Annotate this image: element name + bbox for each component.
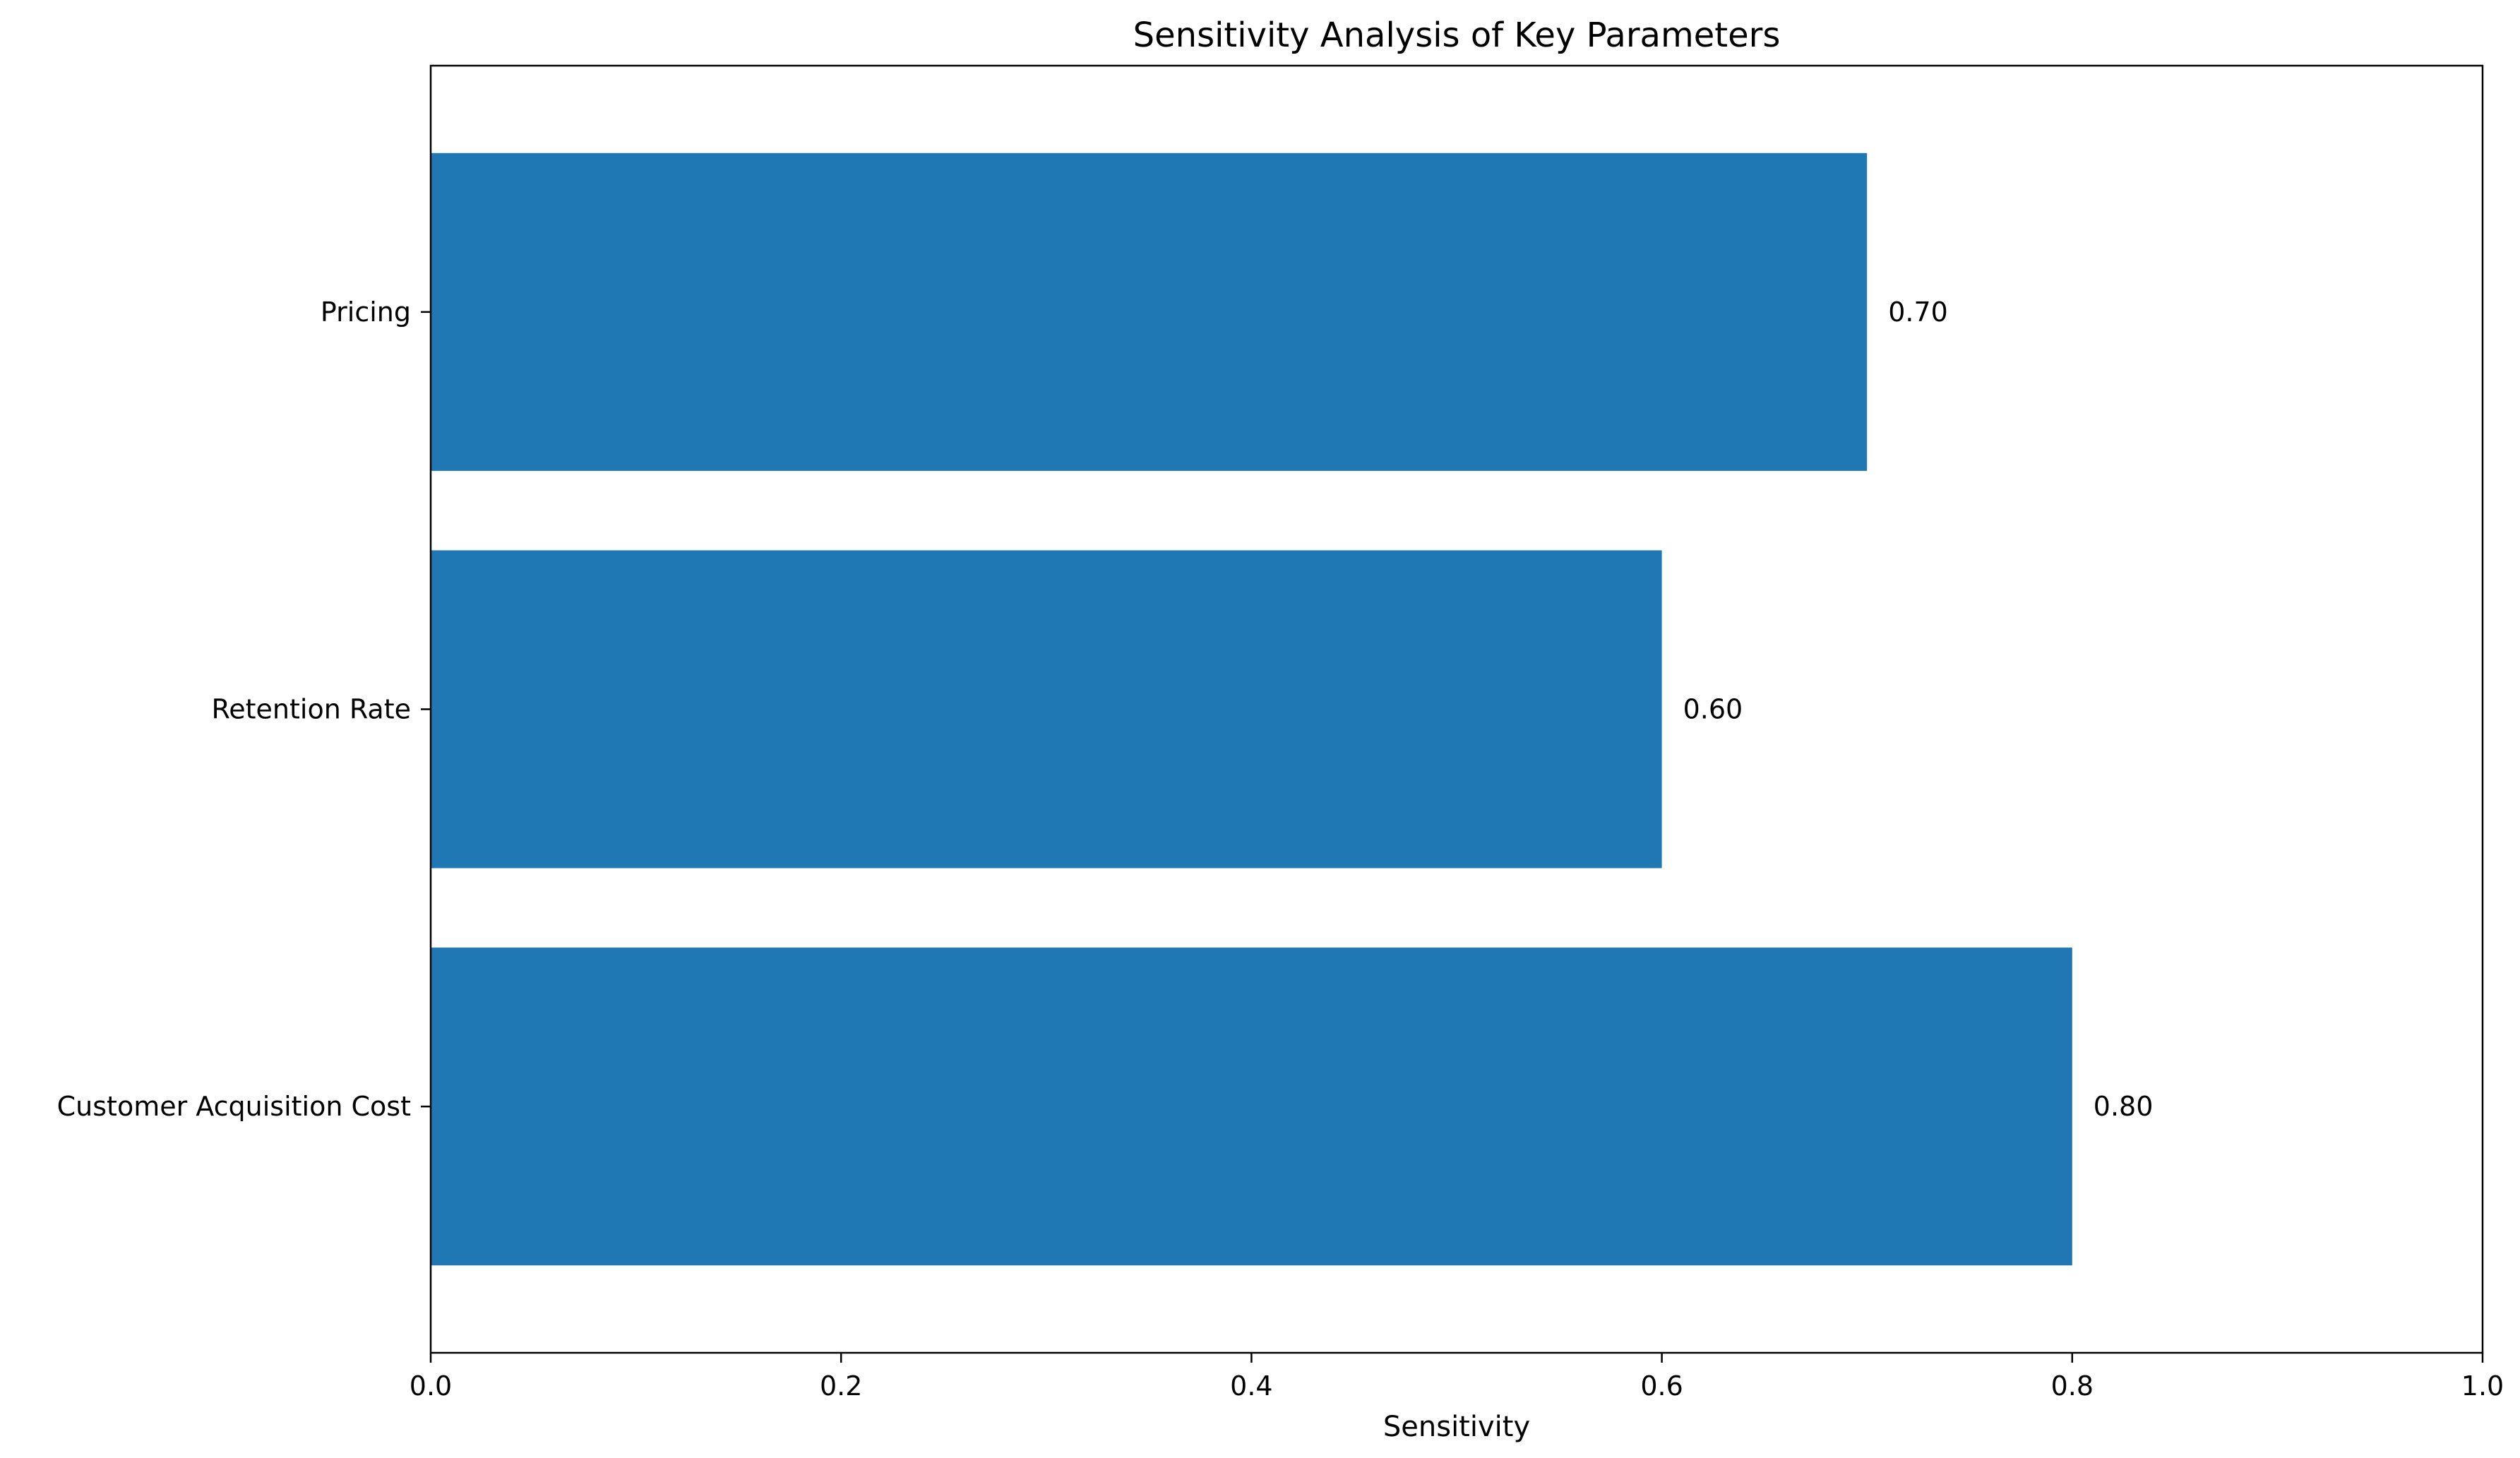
- x-tick-label-2: 0.4: [1230, 1370, 1272, 1402]
- data-label-retention-rate: 0.60: [1683, 694, 1743, 725]
- y-tick-label-retention-rate: Retention Rate: [212, 694, 411, 725]
- bars-layer: 0.80 0.60 0.70: [431, 153, 2154, 1266]
- plot-frame: [429, 64, 2484, 1354]
- x-axis-label: Sensitivity: [1383, 1411, 1530, 1443]
- x-tick-label-0: 0.0: [410, 1370, 452, 1402]
- bar-customer-acquisition-cost: [431, 948, 2072, 1266]
- x-tick-label-5: 1.0: [2461, 1370, 2504, 1402]
- x-tick-label-3: 0.6: [1640, 1370, 1683, 1402]
- x-tick-label-4: 0.8: [2051, 1370, 2094, 1402]
- x-tick-label-1: 0.2: [820, 1370, 862, 1402]
- bar-retention-rate: [431, 550, 1662, 868]
- y-tick-label-pricing: Pricing: [321, 297, 411, 328]
- y-tick-label-customer-acquisition-cost: Customer Acquisition Cost: [57, 1091, 411, 1122]
- chart-title: Sensitivity Analysis of Key Parameters: [1133, 16, 1781, 55]
- ticks-layer: Customer Acquisition Cost Retention Rate P…: [57, 297, 2504, 1402]
- data-label-customer-acquisition-cost: 0.80: [2094, 1091, 2154, 1122]
- data-label-pricing: 0.70: [1888, 297, 1948, 328]
- bar-pricing: [431, 153, 1868, 471]
